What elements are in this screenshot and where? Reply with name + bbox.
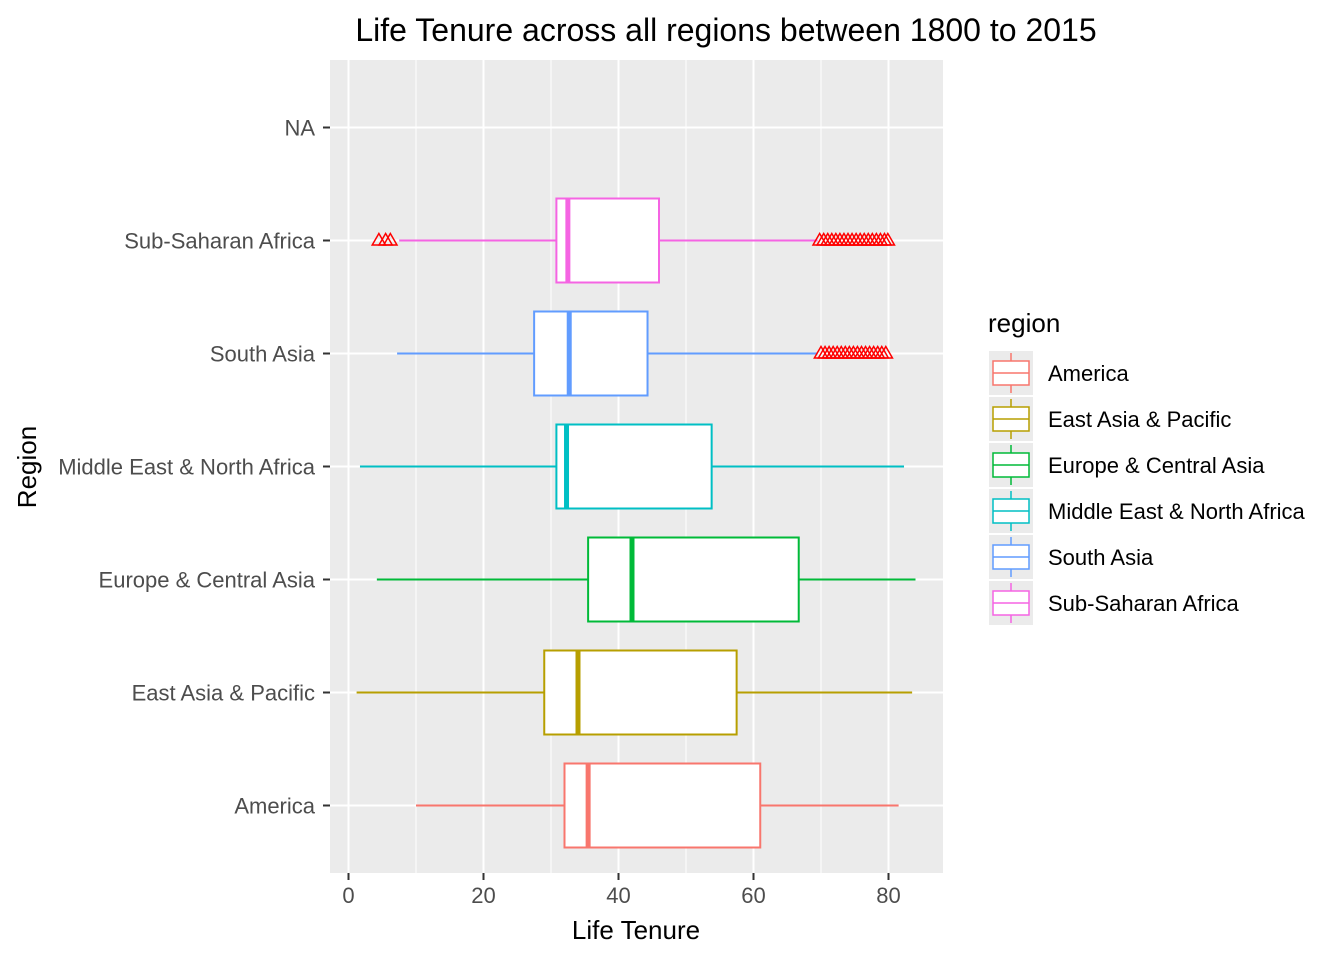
x-axis-label: Life Tenure [572,915,700,945]
box-iqr [555,197,661,284]
x-tick-label: 20 [471,883,495,908]
box-sub-saharan-africa [370,197,896,284]
legend-item-middle-east-and-north-africa: Middle East & North Africa [989,489,1306,533]
outlier-point [382,231,399,246]
y-tick-label-na: NA [284,116,315,141]
legend-item-sub-saharan-africa: Sub-Saharan Africa [989,581,1240,625]
box-iqr [563,762,762,849]
outlier-point [877,344,894,359]
legend-item-east-asia-and-pacific: East Asia & Pacific [989,397,1231,441]
legend-label: Europe & Central Asia [1048,453,1265,478]
x-tick-label: 40 [606,883,630,908]
box-east-asia-and-pacific [356,649,913,736]
legend-label: East Asia & Pacific [1048,407,1231,432]
box-south-asia [397,310,894,397]
box-iqr [543,649,738,736]
legend-label: America [1048,361,1129,386]
box-iqr [533,310,649,397]
x-tick-label: 60 [741,883,765,908]
y-axis-label: Region [12,426,42,508]
chart-title: Life Tenure across all regions between 1… [355,12,1096,48]
y-axis: America East Asia & Pacific Europe & Centr… [58,116,330,819]
legend-item-europe-and-central-asia: Europe & Central Asia [989,443,1265,487]
outlier-point [879,231,896,246]
y-tick-label-south-asia: South Asia [210,342,316,367]
legend-title: region [988,308,1060,338]
box-layer [356,197,916,849]
box-middle-east-and-north-africa [359,423,905,510]
legend-item-america: America [989,351,1129,395]
x-tick-label: 0 [342,883,354,908]
box-europe-and-central-asia [376,536,916,623]
y-tick-label-europe-and-central-asia: Europe & Central Asia [99,568,316,593]
x-axis: 0 20 40 60 80 [342,873,901,908]
legend-label: Sub-Saharan Africa [1048,591,1240,616]
box-iqr [587,536,800,623]
box-iqr [555,423,713,510]
legend-label: Middle East & North Africa [1048,499,1306,524]
box-america [416,762,899,849]
legend: region America East Asia & Pacific Europe … [988,308,1306,625]
y-tick-label-america: America [234,794,315,819]
y-tick-label-east-asia-and-pacific: East Asia & Pacific [132,681,315,706]
y-tick-label-sub-saharan-africa: Sub-Saharan Africa [124,229,316,254]
legend-item-south-asia: South Asia [989,535,1154,579]
y-tick-label-middle-east-and-north-africa: Middle East & North Africa [58,455,316,480]
legend-label: South Asia [1048,545,1154,570]
x-tick-label: 80 [876,883,900,908]
